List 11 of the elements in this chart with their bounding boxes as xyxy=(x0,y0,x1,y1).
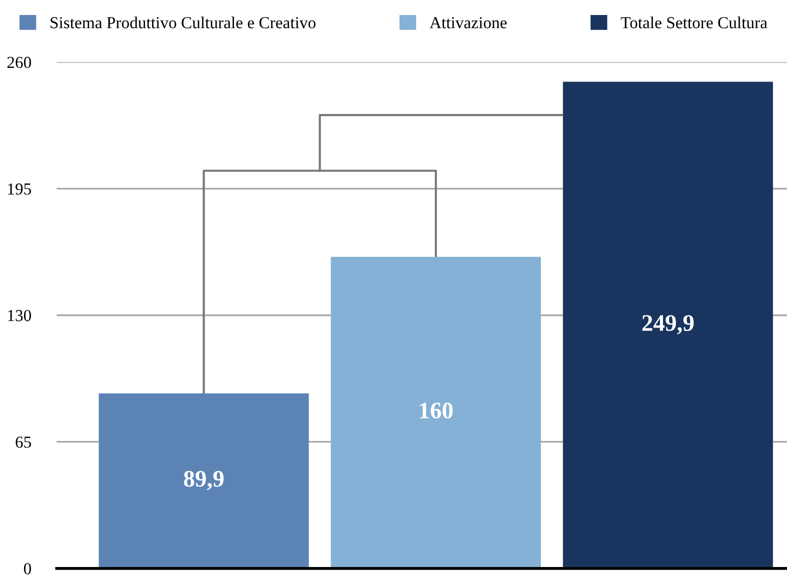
data-label: 89,9 xyxy=(184,470,224,490)
legend-label: Sistema Produttivo Culturale e Creativo xyxy=(50,16,316,28)
y-tick-label: 0 xyxy=(24,563,32,574)
y-tick-label: 195 xyxy=(8,183,32,195)
y-tick-label: 260 xyxy=(7,56,32,68)
data-label: 160 xyxy=(420,402,453,419)
y-tick-label: 65 xyxy=(16,436,32,448)
data-label: 249,9 xyxy=(642,315,694,334)
legend-label: Totale Settore Cultura xyxy=(620,16,768,28)
legend-label: Attivazione xyxy=(430,17,507,28)
y-tick-label: 130 xyxy=(8,310,32,322)
